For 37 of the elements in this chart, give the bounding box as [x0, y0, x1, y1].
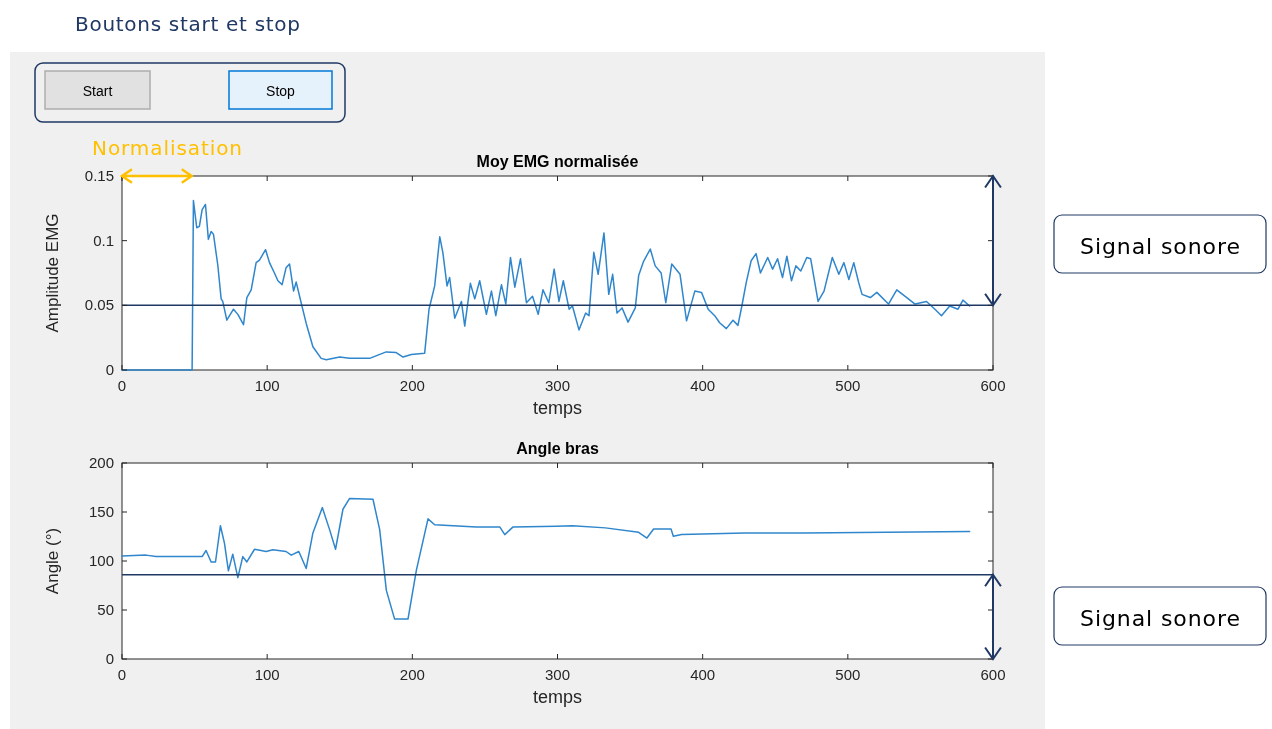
y-axis-title: Angle (°): [43, 527, 62, 595]
x-tick-label: 400: [690, 666, 716, 683]
y-tick-label: 200: [88, 454, 114, 471]
y-tick-label: 0: [105, 650, 114, 667]
x-tick-label: 100: [254, 666, 280, 683]
x-tick-label: 0: [117, 666, 127, 683]
x-tick-label: 600: [980, 377, 1006, 394]
line-series: [121, 497, 971, 620]
text: Normalisation: [92, 136, 242, 160]
x-tick-label: 600: [980, 666, 1006, 683]
x-tick-label: 200: [399, 377, 425, 394]
y-tick-label: 150: [88, 503, 114, 520]
chart-title: Angle bras: [516, 440, 599, 457]
line-series: [121, 199, 971, 371]
y-tick-label: 0.15: [84, 167, 114, 184]
y-tick-label: 100: [88, 552, 114, 569]
text: Signal sonore: [1080, 606, 1240, 631]
text: Signal sonore: [1080, 234, 1240, 259]
x-tick-label: 300: [544, 666, 571, 683]
x-tick-label: 500: [835, 666, 861, 683]
x-tick-label: 200: [399, 666, 425, 683]
text: Boutons start et stop: [75, 12, 300, 36]
x-tick-label: 300: [544, 377, 571, 394]
x-tick-label: 400: [690, 377, 716, 394]
y-axis-title: Amplitude EMG: [43, 213, 62, 333]
x-tick-label: 100: [254, 377, 280, 394]
x-tick-label: 500: [835, 377, 861, 394]
y-tick-label: 50: [97, 601, 114, 618]
chart-title: Moy EMG normalisée: [476, 153, 639, 170]
y-tick-label: 0.1: [93, 231, 114, 249]
x-axis-title: temps: [532, 687, 583, 707]
x-tick-label: 0: [117, 377, 127, 394]
text: Stop: [266, 83, 296, 99]
x-axis-title: temps: [532, 398, 583, 418]
text: Start: [82, 83, 113, 99]
y-tick-label: 0.05: [84, 296, 114, 314]
y-tick-label: 0: [105, 361, 114, 378]
